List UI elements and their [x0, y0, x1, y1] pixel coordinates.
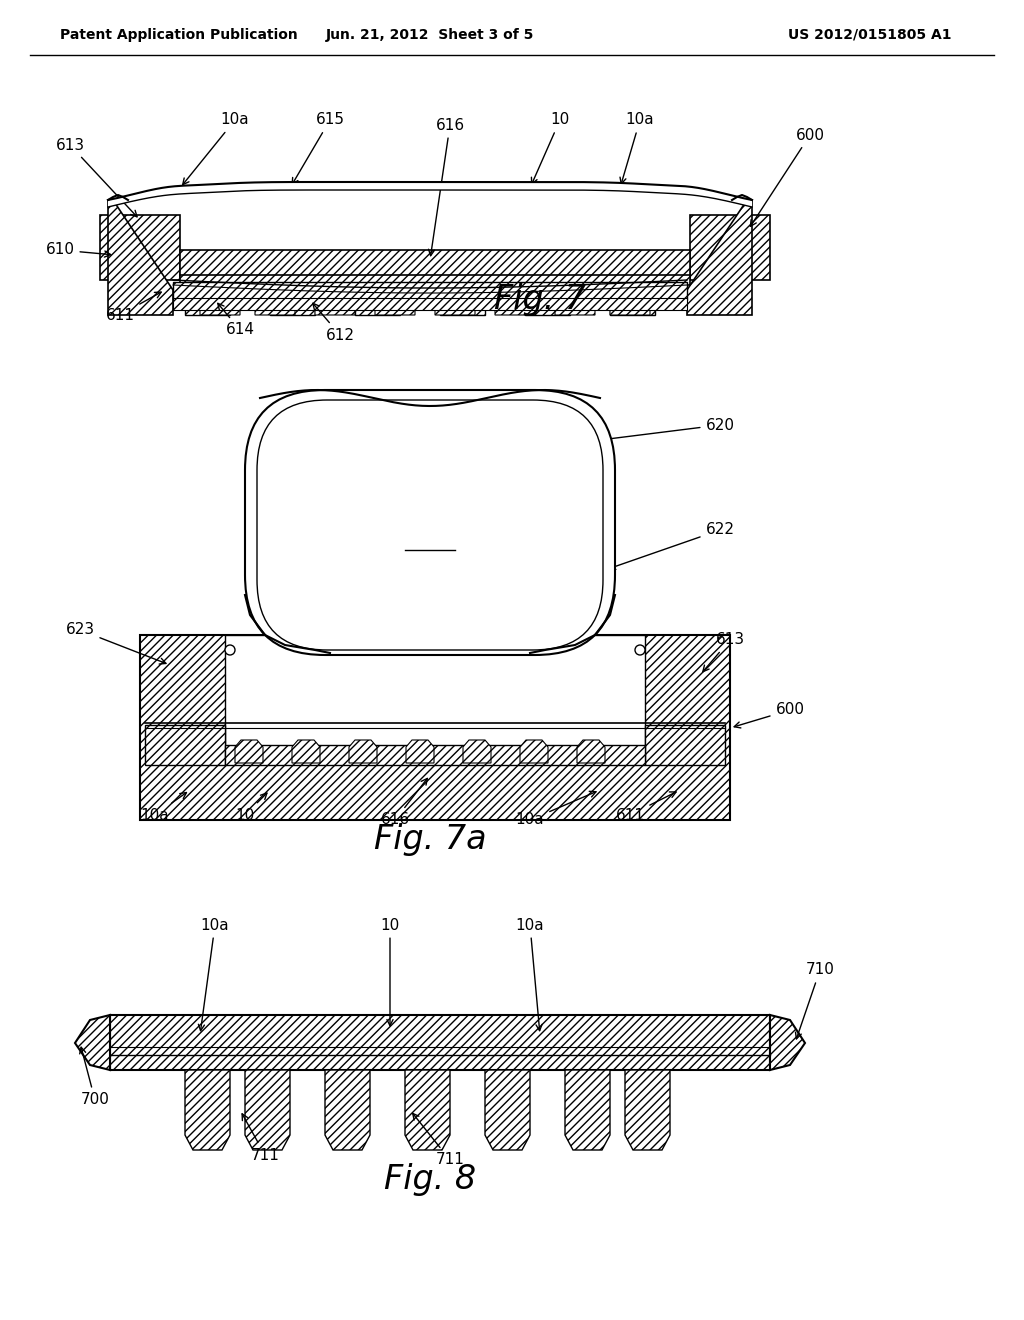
Text: 10: 10: [531, 112, 569, 183]
Polygon shape: [325, 1071, 370, 1150]
Text: Patent Application Publication: Patent Application Publication: [60, 28, 298, 42]
Bar: [690, 215, 770, 280]
Text: 10: 10: [380, 917, 399, 1026]
Text: 612: 612: [312, 304, 354, 342]
Polygon shape: [315, 294, 355, 315]
Text: 610: 610: [45, 243, 111, 257]
Bar: [180, 275, 690, 285]
Text: 10a: 10a: [199, 917, 229, 1031]
Bar: [645, 725, 725, 766]
Polygon shape: [200, 294, 240, 315]
Text: 613: 613: [55, 137, 137, 216]
Polygon shape: [565, 1071, 610, 1150]
Text: 620: 620: [604, 417, 734, 442]
Polygon shape: [687, 201, 752, 315]
Text: 10a: 10a: [516, 917, 545, 1031]
Text: Fig. 7a: Fig. 7a: [374, 824, 486, 857]
Text: 613: 613: [702, 632, 744, 672]
Polygon shape: [349, 741, 377, 763]
Bar: [225, 744, 645, 766]
Polygon shape: [406, 1071, 450, 1150]
Bar: [145, 725, 225, 766]
Polygon shape: [375, 294, 415, 315]
Polygon shape: [234, 741, 263, 763]
Text: 615: 615: [292, 112, 344, 185]
Bar: [173, 298, 687, 310]
Text: 711: 711: [413, 1113, 465, 1167]
Polygon shape: [770, 1015, 805, 1071]
FancyBboxPatch shape: [257, 400, 603, 649]
Text: 710: 710: [796, 962, 835, 1039]
Polygon shape: [555, 294, 595, 315]
Polygon shape: [406, 741, 434, 763]
Text: US 2012/0151805 A1: US 2012/0151805 A1: [788, 28, 951, 42]
Circle shape: [635, 645, 645, 655]
Text: 614: 614: [218, 304, 255, 338]
Bar: [525, 280, 570, 315]
Bar: [173, 282, 687, 300]
Text: 600: 600: [751, 128, 824, 226]
Text: 10a: 10a: [516, 791, 596, 828]
Polygon shape: [435, 294, 475, 315]
Text: 611: 611: [105, 292, 161, 322]
Text: 622: 622: [609, 523, 734, 569]
Text: 600: 600: [734, 702, 805, 727]
Bar: [355, 280, 400, 315]
Polygon shape: [255, 294, 295, 315]
Polygon shape: [108, 201, 173, 315]
Bar: [610, 280, 655, 315]
Bar: [440, 280, 485, 315]
Text: 611: 611: [615, 792, 676, 822]
Text: 711: 711: [242, 1114, 280, 1163]
Polygon shape: [185, 1071, 230, 1150]
Polygon shape: [292, 741, 319, 763]
Text: 621: 621: [413, 531, 447, 549]
Bar: [225, 635, 645, 760]
Polygon shape: [495, 294, 535, 315]
Text: Jun. 21, 2012  Sheet 3 of 5: Jun. 21, 2012 Sheet 3 of 5: [326, 28, 535, 42]
Text: Fig. 7: Fig. 7: [494, 284, 586, 317]
FancyBboxPatch shape: [245, 389, 615, 655]
Polygon shape: [610, 294, 650, 315]
Polygon shape: [625, 1071, 670, 1150]
Bar: [185, 280, 230, 315]
Bar: [270, 280, 315, 315]
Polygon shape: [520, 741, 548, 763]
Bar: [180, 249, 690, 279]
Bar: [140, 635, 730, 820]
Text: 10a: 10a: [182, 112, 249, 185]
Polygon shape: [108, 182, 752, 207]
Text: 623: 623: [66, 623, 166, 664]
Text: 10a: 10a: [140, 792, 186, 822]
Text: 10: 10: [236, 793, 267, 822]
Polygon shape: [485, 1071, 530, 1150]
Circle shape: [225, 645, 234, 655]
Text: Fig. 8: Fig. 8: [384, 1163, 476, 1196]
Polygon shape: [245, 1071, 290, 1150]
Text: 616: 616: [428, 117, 465, 256]
Text: 10a: 10a: [620, 112, 654, 183]
Polygon shape: [577, 741, 605, 763]
Polygon shape: [75, 1015, 110, 1071]
Text: 700: 700: [80, 1047, 110, 1107]
Text: 616: 616: [381, 779, 427, 828]
Bar: [100, 215, 180, 280]
Polygon shape: [463, 741, 490, 763]
Bar: [110, 1015, 770, 1071]
